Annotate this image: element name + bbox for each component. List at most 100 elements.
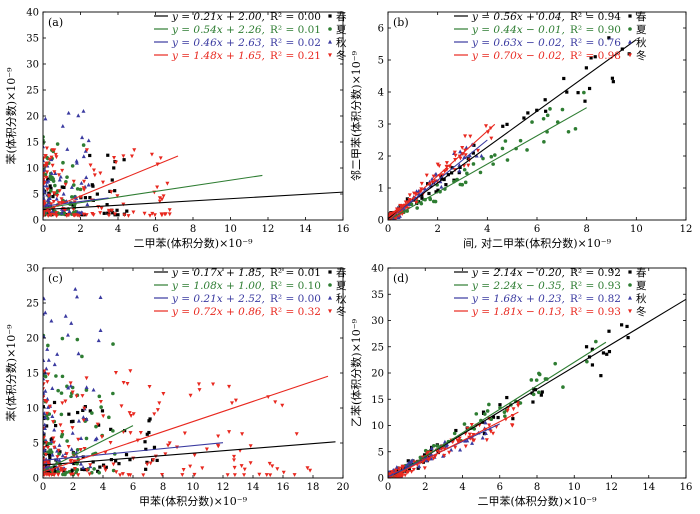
x-tick-label: 0 bbox=[40, 482, 46, 493]
data-point bbox=[468, 135, 472, 139]
legend-season: 春 bbox=[636, 267, 647, 279]
x-axis-label: 二甲苯(体积分数)×10⁻⁹ bbox=[133, 236, 253, 250]
data-point bbox=[60, 169, 64, 173]
y-tick-label: 20 bbox=[26, 334, 39, 345]
data-point bbox=[503, 414, 507, 418]
y-tick-label: 25 bbox=[26, 86, 39, 97]
data-point bbox=[122, 381, 126, 385]
data-point bbox=[61, 473, 65, 477]
y-tick-label: 3 bbox=[378, 120, 384, 131]
data-point bbox=[463, 134, 467, 138]
data-point bbox=[113, 189, 116, 192]
y-tick-label: 0 bbox=[33, 474, 39, 485]
data-point bbox=[53, 184, 57, 188]
data-point bbox=[104, 468, 108, 472]
data-point bbox=[525, 148, 529, 152]
legend-r2: R² = 0.76 bbox=[570, 37, 621, 49]
data-point bbox=[96, 205, 100, 209]
data-point bbox=[491, 162, 495, 166]
data-point bbox=[183, 432, 187, 436]
legend-marker bbox=[328, 27, 332, 31]
data-point bbox=[447, 451, 451, 455]
legend-r2: R² = 0.10 bbox=[270, 280, 321, 292]
data-point bbox=[234, 399, 238, 403]
y-tick-label: 15 bbox=[26, 369, 39, 380]
data-point bbox=[530, 378, 534, 382]
legend-equation: y = 0.21x + 2.52, bbox=[171, 293, 265, 305]
data-point bbox=[157, 401, 161, 405]
x-tick-label: 2 bbox=[70, 482, 76, 493]
x-tick-label: 8 bbox=[160, 482, 166, 493]
data-point bbox=[70, 195, 74, 199]
x-axis-label: 二甲苯(体积分数)×10⁻⁹ bbox=[477, 494, 597, 508]
data-point bbox=[428, 198, 432, 202]
data-point bbox=[435, 444, 439, 448]
data-point bbox=[101, 414, 105, 418]
data-point bbox=[75, 295, 79, 299]
data-point bbox=[62, 192, 66, 196]
data-point bbox=[65, 175, 69, 179]
legend-marker bbox=[328, 309, 332, 313]
data-point bbox=[585, 345, 588, 348]
data-point bbox=[501, 147, 505, 151]
data-point bbox=[112, 166, 115, 169]
data-point bbox=[81, 465, 85, 469]
data-point bbox=[548, 107, 552, 111]
data-point bbox=[145, 463, 149, 467]
data-point bbox=[257, 473, 261, 477]
data-point bbox=[460, 183, 464, 187]
data-point bbox=[143, 440, 146, 443]
legend-r2: R² = 0.98 bbox=[570, 50, 621, 62]
legend-season: 秋 bbox=[636, 292, 647, 305]
y-tick-label: 25 bbox=[371, 342, 384, 353]
data-point bbox=[227, 385, 231, 389]
data-point bbox=[81, 109, 85, 113]
data-point bbox=[49, 319, 53, 323]
data-point bbox=[92, 467, 96, 471]
data-point bbox=[46, 344, 50, 348]
legend-r2: R² = 0.92 bbox=[570, 267, 621, 279]
data-point bbox=[243, 468, 247, 472]
data-point bbox=[425, 174, 429, 178]
data-point bbox=[70, 426, 74, 430]
data-point bbox=[112, 156, 116, 160]
legend-r2: R² = 0.90 bbox=[570, 24, 621, 36]
data-point bbox=[54, 424, 57, 427]
data-point bbox=[498, 403, 501, 406]
x-tick-label: 4 bbox=[115, 224, 121, 235]
legend: y = 0.56x + 0.04, R² = 0.94 春y = 0.44x − 0… bbox=[454, 11, 647, 62]
data-point bbox=[73, 287, 77, 291]
data-point bbox=[55, 194, 59, 198]
y-tick-label: 30 bbox=[371, 316, 384, 327]
legend-marker bbox=[628, 27, 632, 31]
data-point bbox=[611, 77, 614, 80]
data-point bbox=[270, 464, 274, 468]
legend-season: 夏 bbox=[636, 280, 647, 292]
data-point bbox=[45, 380, 49, 384]
data-point bbox=[119, 404, 123, 408]
data-point bbox=[620, 323, 623, 326]
data-point bbox=[168, 212, 172, 216]
data-point bbox=[427, 192, 430, 195]
legend-r2: R² = 0.01 bbox=[270, 24, 321, 36]
data-point bbox=[111, 178, 114, 181]
legend-r2: R² = 0.93 bbox=[570, 306, 621, 318]
data-point bbox=[233, 466, 237, 470]
x-tick-label: 16 bbox=[277, 482, 290, 493]
data-point bbox=[293, 473, 297, 477]
y-axis-label: 乙苯(体积分数)×10⁻⁹ bbox=[349, 318, 363, 427]
data-point bbox=[82, 180, 86, 184]
data-point bbox=[82, 143, 86, 147]
data-point bbox=[180, 473, 184, 477]
data-point bbox=[275, 467, 279, 471]
data-point bbox=[463, 422, 467, 426]
data-point bbox=[67, 445, 71, 449]
data-point bbox=[282, 471, 286, 475]
data-point bbox=[70, 447, 74, 451]
x-tick-label: 0 bbox=[385, 482, 391, 493]
data-point bbox=[85, 376, 89, 380]
x-tick-label: 20 bbox=[337, 482, 350, 493]
legend-marker bbox=[628, 14, 631, 17]
data-point bbox=[44, 375, 48, 379]
x-tick-label: 18 bbox=[307, 482, 320, 493]
